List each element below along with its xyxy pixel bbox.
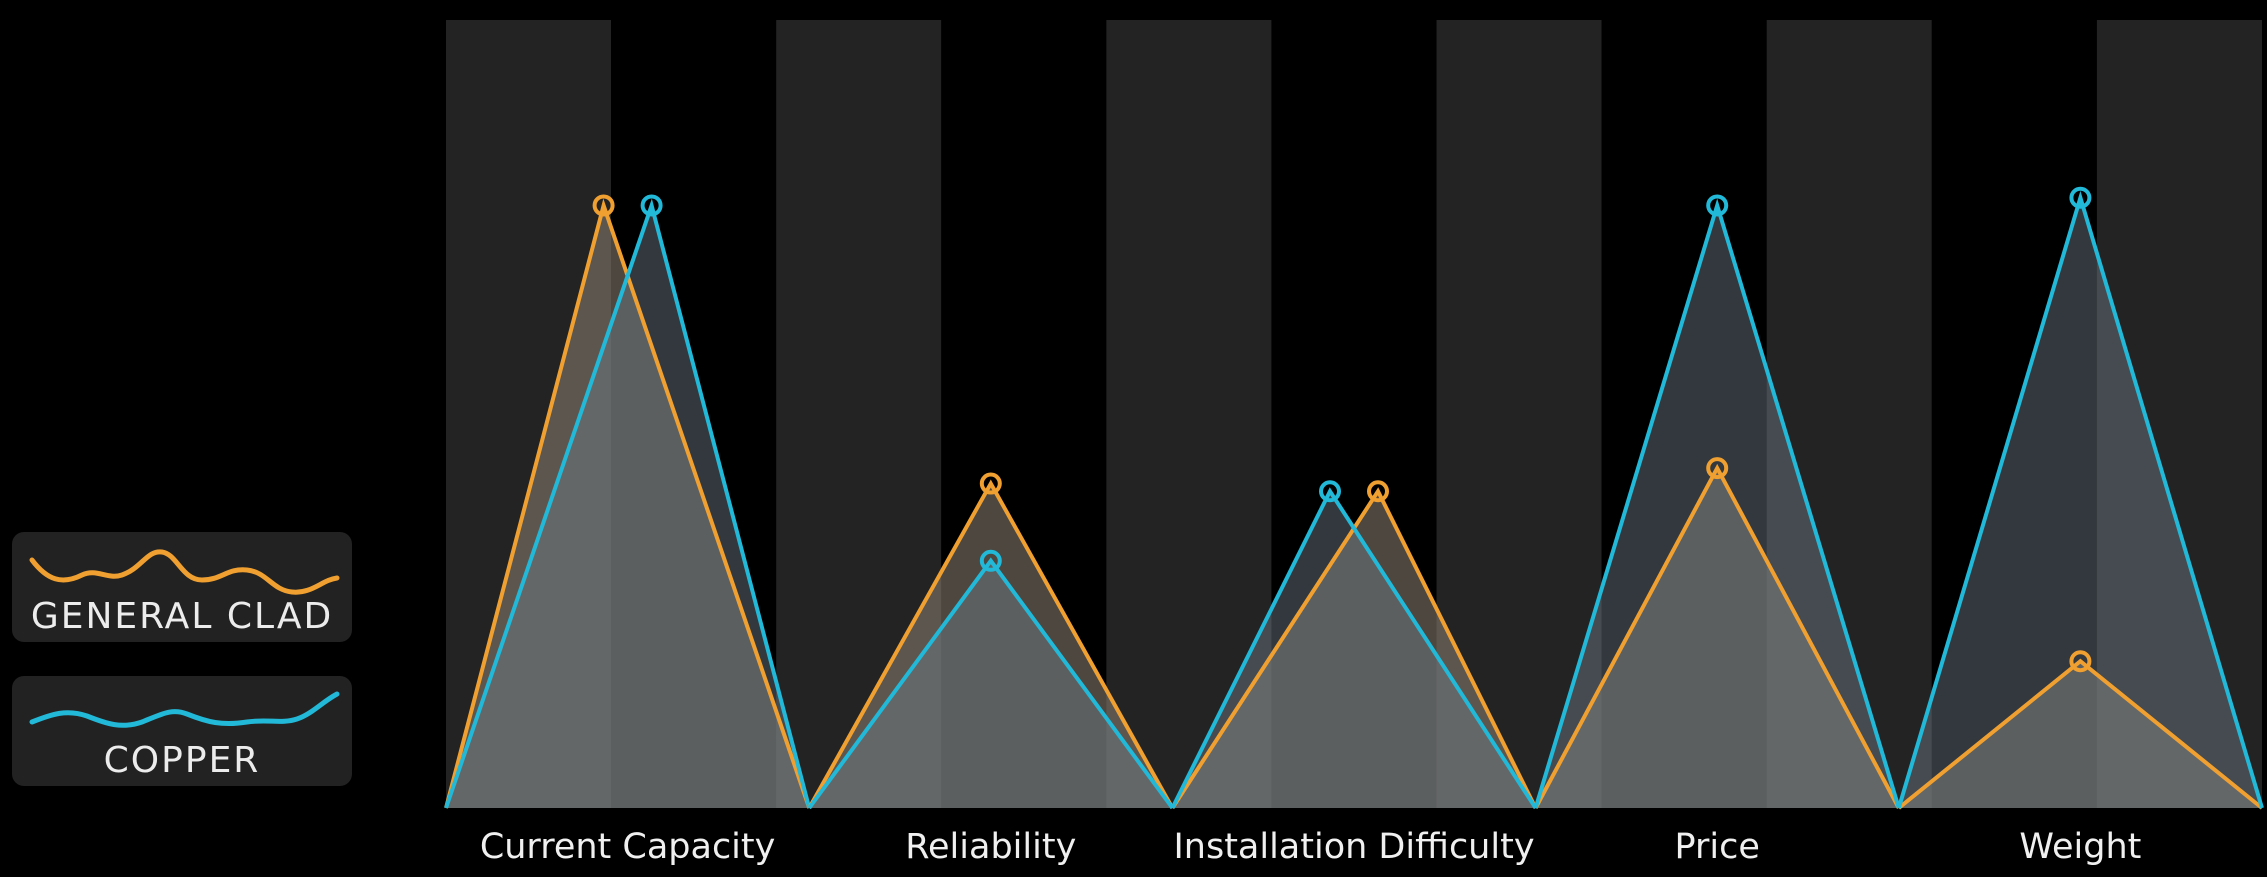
line-general-clad: [807, 479, 1175, 809]
category-label: Price: [1675, 827, 1760, 867]
point-general-clad: [2069, 650, 2092, 673]
line-general-clad: [444, 198, 812, 809]
point-copper: [1319, 480, 1341, 503]
category-label: Installation Difficulty: [1173, 827, 1534, 867]
point-copper: [640, 194, 663, 217]
point-general-clad: [1367, 480, 1389, 503]
category-label: Weight: [2019, 827, 2141, 867]
area-general-clad: [1898, 661, 2262, 808]
area-copper: [446, 205, 810, 808]
area-general-clad: [1535, 468, 1899, 808]
category-label: Current Capacity: [480, 827, 776, 867]
legend-label: GENERAL CLAD: [30, 596, 334, 637]
line-general-clad: [1897, 658, 2264, 810]
category-label: Reliability: [905, 827, 1076, 867]
area-general-clad: [446, 205, 810, 808]
area-copper: [809, 560, 1173, 808]
point-copper: [979, 549, 1002, 572]
area-copper: [1898, 197, 2262, 809]
line-general-clad: [1170, 487, 1538, 810]
wave-line-icon: [29, 549, 340, 595]
point-copper: [1706, 194, 1729, 217]
line-general-clad: [1533, 463, 1901, 809]
area-general-clad: [1172, 491, 1536, 808]
line-copper: [1170, 487, 1538, 810]
point-general-clad: [979, 472, 1002, 495]
legend-label: COPPER: [103, 740, 261, 781]
line-copper: [1896, 190, 2264, 809]
area-copper: [1535, 205, 1899, 808]
series-fills: [446, 197, 2262, 809]
legend-item-general-clad: GENERAL CLAD: [12, 532, 352, 642]
series-markers: [592, 186, 2092, 673]
series-lines: [444, 190, 2264, 810]
wave-line-icon: [29, 691, 340, 728]
area-copper: [1172, 491, 1536, 808]
line-copper: [807, 557, 1175, 810]
point-copper: [2069, 186, 2092, 209]
line-copper: [444, 198, 812, 809]
background-band: [1106, 20, 1272, 808]
background-band: [2096, 20, 2262, 808]
legend-item-copper: COPPER: [12, 676, 352, 786]
point-general-clad: [592, 194, 615, 217]
area-general-clad: [809, 483, 1173, 808]
category-labels: Current Capacity Reliability Installation …: [480, 827, 2142, 867]
line-copper: [1533, 198, 1901, 809]
point-general-clad: [1706, 457, 1729, 480]
